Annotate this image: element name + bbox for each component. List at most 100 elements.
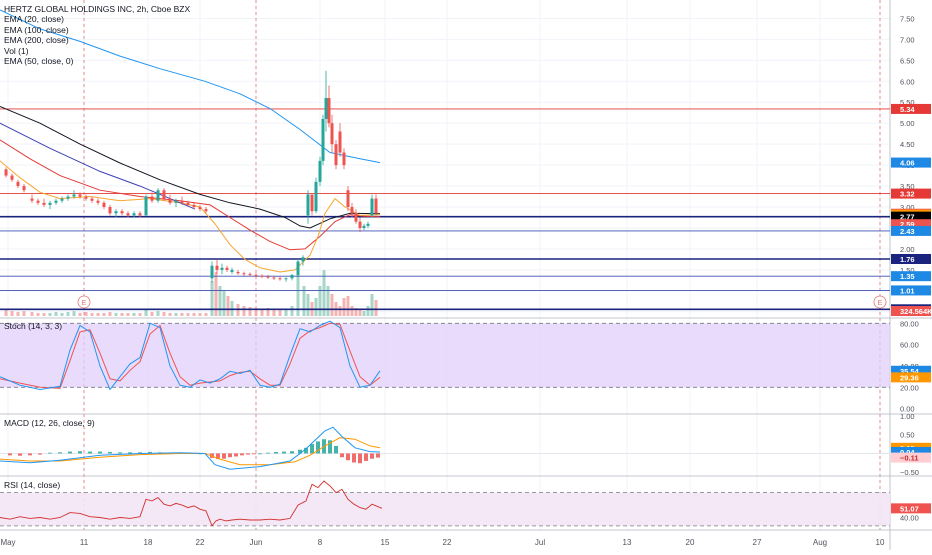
volume-bar xyxy=(318,286,322,316)
volume-bar xyxy=(174,313,178,316)
candle-body xyxy=(374,198,378,214)
macd-histogram-bar xyxy=(274,451,278,454)
price-badge-1.76: 1.76 xyxy=(900,255,915,264)
price-badge-4.06: 4.06 xyxy=(900,159,915,168)
price-badge-2.77-bg xyxy=(891,211,931,222)
volume-bar xyxy=(90,313,94,316)
macd-tick: 1.00 xyxy=(900,412,915,421)
rsi-line xyxy=(0,480,383,527)
x-tick-label: 18 xyxy=(144,538,153,547)
macd-histogram-bar xyxy=(352,453,356,463)
macd-badge-bg xyxy=(891,446,931,457)
volume-bar xyxy=(60,313,64,316)
candle-body xyxy=(230,269,234,272)
level-badge-3.32-bg xyxy=(891,188,931,199)
stoch-legend[interactable]: Stoch (14, 3, 3) xyxy=(4,321,62,331)
volume-bar xyxy=(204,313,208,316)
rsi-legend[interactable]: RSI (14, close) xyxy=(4,480,60,490)
price-badge-2.77: 2.77 xyxy=(900,213,915,222)
volume-bar xyxy=(338,306,342,316)
volume-bar xyxy=(30,312,34,316)
series-purple-trend xyxy=(0,122,196,210)
legend-ema-50[interactable]: EMA (50, close, 0) xyxy=(4,56,74,67)
price-badge-2.59-bg xyxy=(891,219,931,230)
candle-body xyxy=(96,200,100,203)
volume-bar xyxy=(354,308,358,316)
candle-body xyxy=(358,221,362,228)
price-badge-2.43: 2.43 xyxy=(900,227,915,236)
macd-histogram-bar xyxy=(88,451,92,454)
candle-body xyxy=(156,190,160,201)
volume-bar xyxy=(78,313,82,316)
volume-bar xyxy=(346,296,350,316)
price-badge-1.01: 1.01 xyxy=(900,286,915,295)
price-tick: 4.50 xyxy=(900,140,915,149)
candle-body xyxy=(42,202,46,205)
stoch-tick: 0.00 xyxy=(900,405,915,414)
candle-body xyxy=(354,213,358,222)
volume-bar xyxy=(108,312,112,316)
legend-ema-20[interactable]: EMA (20, close) xyxy=(4,14,64,25)
macd-histogram-bar xyxy=(216,453,220,460)
macd-histogram-bar xyxy=(68,451,72,454)
x-tick-label: Jun xyxy=(250,538,263,547)
candle-body xyxy=(114,211,118,214)
level-badge-5.34-bg xyxy=(891,103,931,114)
macd-label: MACD (12, 26, close, 9) xyxy=(4,418,95,428)
candle-body xyxy=(338,131,342,153)
volume-bar xyxy=(342,298,346,316)
macd-histogram-bar xyxy=(108,451,112,454)
candle-body xyxy=(210,265,214,279)
volume-bar xyxy=(290,306,294,316)
candle-body xyxy=(266,276,270,278)
stoch-tick: 20.00 xyxy=(900,383,919,392)
candle-body xyxy=(314,181,318,212)
candle-body xyxy=(138,213,142,216)
volume-bar xyxy=(284,309,288,316)
candle-body xyxy=(284,278,288,280)
price-badge-1.76-bg xyxy=(891,253,931,264)
macd-legend[interactable]: MACD (12, 26, close, 9) xyxy=(4,418,95,428)
candle-body xyxy=(48,202,52,205)
price-tick: 7.50 xyxy=(900,14,915,23)
macd-badge-bg xyxy=(891,452,931,463)
candle-body xyxy=(84,196,88,199)
legend-ema-100[interactable]: EMA (100, close) xyxy=(4,24,69,35)
candle-body xyxy=(310,194,314,212)
candle-body xyxy=(126,213,130,216)
candle-body xyxy=(278,278,282,280)
volume-bar xyxy=(180,313,184,316)
candle-body xyxy=(72,194,76,197)
volume-bar xyxy=(66,312,70,316)
volume-badge-bg xyxy=(891,306,931,316)
rsi-band-fill xyxy=(0,492,890,526)
x-tick-label: 8 xyxy=(318,538,323,547)
candle-body xyxy=(120,211,124,214)
macd-histogram-bar xyxy=(258,453,262,455)
volume-bar xyxy=(330,294,334,316)
macd-histogram-bar xyxy=(148,451,152,454)
volume-bar xyxy=(120,313,124,316)
volume-bar xyxy=(350,306,354,316)
macd-histogram-bar xyxy=(304,447,308,454)
x-tick-label: 20 xyxy=(686,538,695,547)
volume-bar xyxy=(102,313,106,316)
legend-vol[interactable]: Vol (1) xyxy=(4,45,29,56)
macd-histogram-bar xyxy=(98,451,102,454)
price-badge-2.59: 2.59 xyxy=(900,220,915,229)
earnings-marker-label: E xyxy=(878,300,883,307)
candle-body xyxy=(54,200,58,203)
candle-body xyxy=(290,274,294,279)
candle-body xyxy=(248,274,252,276)
x-tick-label: 11 xyxy=(80,538,89,547)
level-badge-3.32: 3.32 xyxy=(900,190,915,199)
volume-bar xyxy=(306,294,310,316)
price-tick: 2.00 xyxy=(900,245,915,254)
candle-body xyxy=(90,198,94,201)
legend-ema-200[interactable]: EMA (200, close) xyxy=(4,35,69,46)
rsi-badge: 51.07 xyxy=(900,504,919,513)
x-tick-label: 22 xyxy=(196,538,205,547)
macd-histogram-bar xyxy=(298,449,302,454)
stoch-label: Stoch (14, 3, 3) xyxy=(4,321,63,331)
volume-bar xyxy=(10,311,14,316)
